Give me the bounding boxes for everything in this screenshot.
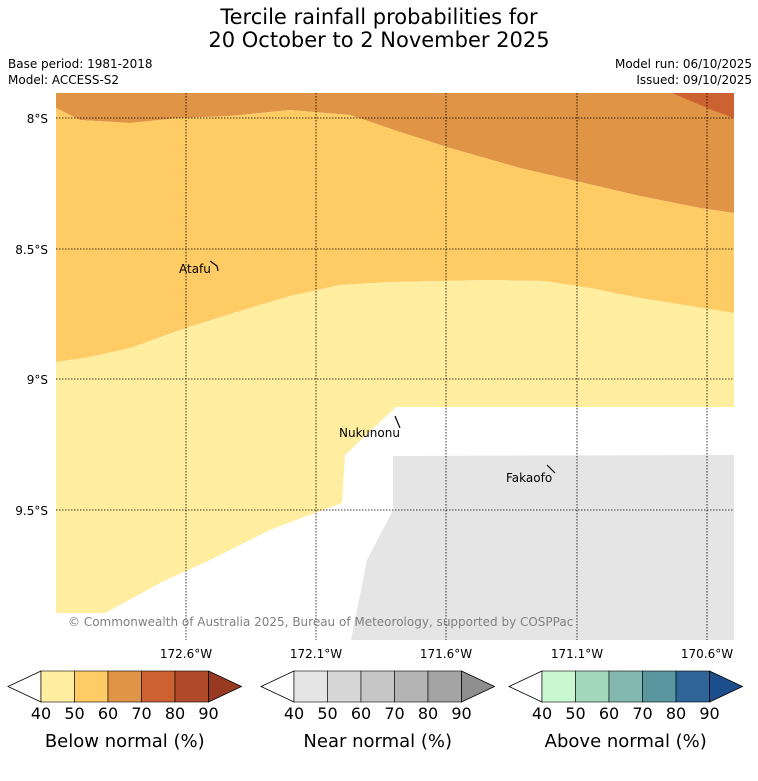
colorbar-segment xyxy=(74,670,109,703)
graticule xyxy=(56,93,734,640)
colorbar-tick-label: 50 xyxy=(64,704,84,723)
model-run: Model run: 06/10/2025 xyxy=(614,57,752,71)
colorbar-label: Above normal (%) xyxy=(545,731,707,752)
colorbar-extend-low xyxy=(508,670,543,703)
colorbar-tick-label: 50 xyxy=(317,704,337,723)
lat-labels: 8°S 8.5°S 9°S 9.5°S xyxy=(15,112,48,518)
colorbar-tick-label: 90 xyxy=(451,704,471,723)
lon-label: 172.6°W xyxy=(160,647,212,661)
colorbar-extend-low xyxy=(260,670,295,703)
place-atafu: Atafu xyxy=(179,262,211,276)
colorbar-tick-label: 80 xyxy=(165,704,185,723)
colorbar-segment xyxy=(360,670,395,703)
colorbar-segment xyxy=(675,670,710,703)
colorbar-extend-low xyxy=(7,670,42,703)
below-normal-colorbar: 40 50 60 70 80 90 Below normal (%) xyxy=(7,670,243,752)
colorbar-tick-label: 80 xyxy=(418,704,438,723)
colorbar-extend-high xyxy=(208,670,243,703)
lat-label: 9°S xyxy=(27,373,48,387)
lon-label: 170.6°W xyxy=(681,647,733,661)
near-normal-colorbar: 40 50 60 70 80 90 Near normal (%) xyxy=(260,670,496,752)
lon-labels: 172.6°W 172.1°W 171.6°W 171.1°W 170.6°W xyxy=(160,647,733,661)
colorbar-tick-label: 50 xyxy=(565,704,585,723)
colorbar-label: Below normal (%) xyxy=(45,731,205,752)
lat-label: 9.5°S xyxy=(15,504,48,518)
lon-label: 172.1°W xyxy=(290,647,342,661)
colorbar-segment xyxy=(394,670,429,703)
colorbar-tick-label: 70 xyxy=(632,704,652,723)
near-normal-region xyxy=(351,455,734,640)
model-name: Model: ACCESS-S2 xyxy=(8,73,120,87)
colorbar-tick-label: 90 xyxy=(699,704,719,723)
colorbar-tick-label: 70 xyxy=(384,704,404,723)
map-title-line2: 20 October to 2 November 2025 xyxy=(208,28,550,52)
colorbar-segment xyxy=(293,670,328,703)
base-period: Base period: 1981-2018 xyxy=(8,57,153,71)
colorbar-segment xyxy=(575,670,610,703)
probability-shading xyxy=(56,93,734,640)
colorbar-segment xyxy=(427,670,462,703)
colorbar-segment xyxy=(174,670,209,703)
below-40-region xyxy=(56,280,734,613)
colorbar-tick-label: 90 xyxy=(198,704,218,723)
above-normal-colorbar: 40 50 60 70 80 90 Above normal (%) xyxy=(508,670,744,752)
copyright-notice: © Commonwealth of Australia 2025, Bureau… xyxy=(68,615,573,629)
colorbar-segment xyxy=(107,670,142,703)
colorbar-segment xyxy=(40,670,75,703)
place-nukunonu: Nukunonu xyxy=(339,426,400,440)
colorbar-extend-high xyxy=(709,670,744,703)
below-70-region xyxy=(672,93,734,118)
info-left: Base period: 1981-2018 Model: ACCESS-S2 xyxy=(8,56,153,88)
colorbar-segment xyxy=(642,670,677,703)
colorbar-label: Near normal (%) xyxy=(303,731,452,752)
below-60-region xyxy=(56,93,734,213)
colorbar-tick-label: 60 xyxy=(98,704,118,723)
info-right: Model run: 06/10/2025 Issued: 09/10/2025 xyxy=(615,56,752,88)
issued-date: Issued: 09/10/2025 xyxy=(636,73,752,87)
fakaofo-atoll xyxy=(546,464,556,474)
colorbar-tick-label: 40 xyxy=(31,704,51,723)
place-fakaofo: Fakaofo xyxy=(506,471,552,485)
colorbar-extend-high xyxy=(461,670,496,703)
colorbar-segment xyxy=(608,670,643,703)
colorbar-segment xyxy=(541,670,576,703)
nukunonu-atoll xyxy=(394,415,401,429)
atafu-atoll xyxy=(209,260,219,272)
colorbar-tick-label: 40 xyxy=(284,704,304,723)
below-50-region xyxy=(56,108,734,362)
colorbar-segment xyxy=(327,670,362,703)
lat-label: 8°S xyxy=(27,112,48,126)
map-title-line1: Tercile rainfall probabilities for xyxy=(220,5,538,29)
coastlines xyxy=(209,260,556,474)
lat-label: 8.5°S xyxy=(15,243,48,257)
colorbar-tick-label: 40 xyxy=(532,704,552,723)
place-labels: Atafu Nukunonu Fakaofo xyxy=(179,262,552,485)
colorbars: 40 50 60 70 80 90 Below normal (%) 40 50 60 70 80 90… xyxy=(7,670,744,752)
colorbar-tick-label: 70 xyxy=(131,704,151,723)
lon-label: 171.6°W xyxy=(420,647,472,661)
colorbar-segment xyxy=(141,670,176,703)
colorbar-tick-label: 80 xyxy=(666,704,686,723)
lon-label: 171.1°W xyxy=(551,647,603,661)
colorbar-tick-label: 60 xyxy=(599,704,619,723)
colorbar-tick-label: 60 xyxy=(351,704,371,723)
